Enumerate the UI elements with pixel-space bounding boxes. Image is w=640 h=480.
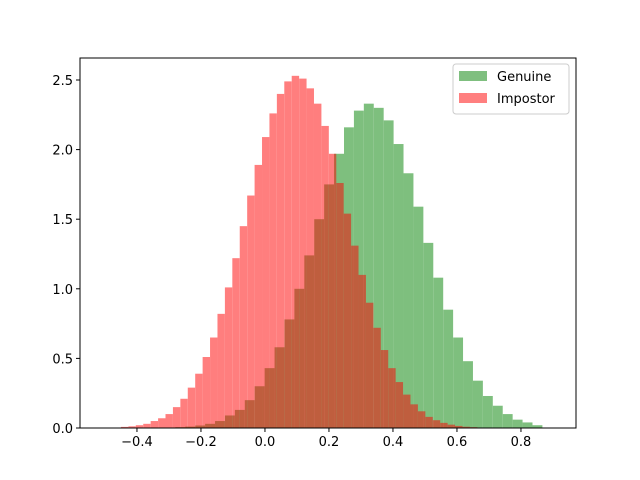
bar — [128, 426, 136, 428]
bar — [158, 418, 166, 428]
y-tick-label: 1.0 — [52, 283, 73, 298]
bar — [150, 421, 159, 428]
x-tick-label: 0.6 — [447, 435, 468, 450]
y-tick-label: 2.5 — [52, 74, 73, 89]
x-tick-label: 0.2 — [319, 435, 340, 450]
bar — [269, 113, 277, 428]
bar — [351, 245, 359, 428]
bar — [423, 242, 434, 428]
bar — [363, 103, 374, 428]
x-tick-label: 0.4 — [383, 435, 404, 450]
bar — [120, 426, 129, 428]
bar — [284, 81, 292, 429]
legend-swatch — [459, 71, 487, 81]
y-tick-label: 2.0 — [52, 144, 73, 159]
bar — [195, 373, 203, 428]
y-tick-label: 1.5 — [52, 213, 73, 228]
bar — [403, 394, 411, 428]
bar — [353, 110, 364, 429]
bar — [433, 277, 444, 428]
bar — [393, 144, 404, 428]
bar — [217, 313, 225, 428]
bar — [502, 414, 513, 428]
bar — [328, 153, 337, 429]
bar — [373, 327, 381, 428]
bar — [383, 120, 394, 429]
bar — [143, 423, 151, 428]
bar — [373, 107, 384, 428]
x-tick-label: −0.4 — [121, 435, 153, 450]
x-tick-label: 0.0 — [255, 435, 276, 450]
bar — [380, 350, 389, 428]
bar — [135, 425, 144, 428]
bar — [336, 183, 344, 428]
legend-swatch — [459, 93, 487, 103]
bar — [187, 387, 196, 428]
y-tick-label: 0.5 — [52, 352, 73, 367]
bar — [321, 125, 329, 428]
bar — [440, 422, 448, 428]
bar — [472, 380, 483, 428]
bar — [403, 173, 414, 428]
legend-label: Genuine — [497, 70, 551, 85]
axes-frame — [79, 57, 577, 429]
bar — [410, 404, 418, 428]
bar — [463, 361, 473, 428]
bar — [313, 103, 322, 428]
bar — [343, 213, 352, 428]
bar — [276, 93, 285, 429]
bar — [232, 258, 240, 428]
bar — [492, 405, 503, 428]
bar — [239, 226, 248, 428]
bar — [365, 302, 374, 428]
bar — [388, 368, 396, 428]
bar — [291, 75, 300, 429]
bar — [453, 337, 464, 428]
x-tick-label: −0.2 — [185, 435, 217, 450]
bar — [417, 411, 426, 428]
bar — [210, 337, 218, 428]
bar — [532, 425, 543, 428]
bar — [425, 416, 433, 428]
bar — [455, 425, 463, 428]
bar — [254, 164, 263, 428]
bar — [447, 424, 456, 428]
bar — [262, 137, 270, 429]
bar — [522, 422, 533, 428]
bar — [482, 395, 493, 428]
bar — [413, 206, 424, 428]
bar — [224, 287, 233, 428]
bar — [306, 88, 314, 428]
y-tick-label: 0.0 — [52, 422, 73, 437]
histogram-series — [120, 75, 493, 429]
bar — [512, 419, 523, 428]
bar — [202, 357, 211, 428]
bar — [299, 78, 307, 428]
bar — [443, 309, 454, 428]
bar — [165, 414, 173, 428]
legend-label: Impostor — [497, 92, 556, 107]
bar — [358, 274, 366, 428]
bar — [432, 420, 441, 428]
x-tick-label: 0.8 — [511, 435, 532, 450]
bar — [180, 398, 188, 428]
bar — [247, 195, 255, 428]
bar — [395, 382, 404, 428]
bar — [462, 426, 470, 428]
bar — [172, 407, 181, 428]
